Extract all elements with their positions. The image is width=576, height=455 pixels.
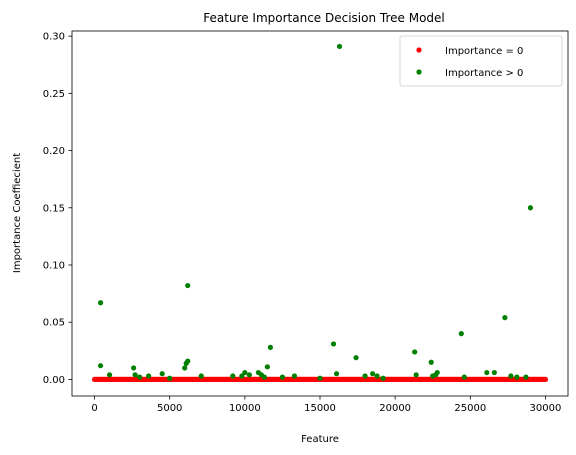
data-point-nonzero: [198, 373, 204, 379]
data-point-nonzero: [380, 375, 386, 381]
data-point-nonzero: [279, 374, 286, 380]
data-point-nonzero: [353, 355, 359, 361]
x-tick-label: 25000: [454, 403, 486, 414]
x-tick-label: 10000: [229, 403, 261, 414]
data-point-nonzero: [434, 369, 440, 376]
data-point-nonzero: [336, 43, 343, 50]
x-tick-label: 30000: [530, 403, 562, 414]
data-point-nonzero: [242, 369, 248, 376]
x-tick-label: 5000: [157, 403, 182, 414]
data-point-nonzero: [159, 371, 165, 377]
data-point-nonzero: [264, 364, 270, 370]
data-point-nonzero: [333, 371, 340, 377]
data-point-nonzero: [523, 374, 529, 380]
plot-area: [72, 31, 568, 396]
data-point-nonzero: [412, 349, 418, 355]
data-point-nonzero: [527, 205, 534, 211]
data-point-nonzero: [182, 365, 188, 371]
x-tick-label: 15000: [304, 403, 336, 414]
data-point-nonzero: [458, 331, 464, 337]
nonzero-importance-points: [97, 43, 534, 381]
x-tick-label: 20000: [379, 403, 411, 414]
data-point-nonzero: [246, 372, 252, 378]
data-point-nonzero: [317, 375, 323, 381]
y-tick-label: 0.05: [43, 318, 65, 329]
data-point-nonzero: [484, 369, 490, 376]
data-point-nonzero: [374, 373, 380, 379]
legend-label-nonzero: Importance > 0: [445, 68, 523, 79]
x-tick-label: 0: [91, 403, 97, 414]
data-point-nonzero: [428, 359, 434, 365]
x-axis: 0 5000 10000 15000 20000 25000 30000: [91, 396, 561, 414]
data-point-nonzero: [491, 369, 497, 376]
data-point-nonzero: [106, 372, 113, 378]
y-tick-label: 0.15: [43, 203, 65, 214]
legend-box: [399, 35, 563, 87]
data-point-nonzero: [267, 344, 273, 350]
legend-label-zero: Importance = 0: [445, 46, 523, 57]
legend-marker-zero: [416, 47, 422, 53]
data-point-nonzero: [132, 372, 138, 378]
data-point-nonzero: [261, 374, 267, 380]
data-point-nonzero: [413, 372, 419, 378]
data-point-nonzero: [131, 365, 137, 371]
data-point-nonzero: [370, 371, 376, 377]
legend: Importance = 0 Importance > 0: [399, 35, 563, 87]
data-point-nonzero: [508, 373, 514, 379]
x-axis-label: Feature: [301, 434, 339, 445]
y-axis-label: Importance Coeffiecient: [12, 153, 23, 273]
data-point-zero: [542, 376, 549, 383]
data-point-nonzero: [514, 374, 520, 380]
data-point-nonzero: [137, 374, 143, 380]
y-tick-label: 0.20: [43, 146, 65, 157]
data-point-nonzero: [97, 363, 104, 369]
y-tick-label: 0.00: [43, 375, 65, 386]
y-tick-label: 0.10: [43, 260, 65, 271]
chart-title: Feature Importance Decision Tree Model: [203, 11, 445, 25]
zero-importance-points: [91, 376, 549, 383]
data-point-nonzero: [362, 373, 368, 379]
data-point-nonzero: [239, 373, 245, 379]
data-point-nonzero: [330, 341, 337, 347]
data-point-nonzero: [291, 373, 298, 379]
data-point-nonzero: [230, 373, 236, 379]
data-point-nonzero: [97, 300, 104, 306]
legend-marker-nonzero: [416, 69, 422, 75]
y-tick-label: 0.25: [43, 89, 65, 100]
data-point-nonzero: [167, 375, 173, 381]
data-point-nonzero: [146, 373, 152, 379]
y-tick-label: 0.30: [43, 32, 65, 43]
data-point-nonzero: [185, 358, 191, 364]
data-point-nonzero: [461, 374, 467, 380]
y-axis: 0.00 0.05 0.10 0.15 0.20 0.25 0.30: [43, 32, 72, 386]
data-point-nonzero: [502, 315, 508, 321]
data-point-nonzero: [185, 282, 191, 289]
